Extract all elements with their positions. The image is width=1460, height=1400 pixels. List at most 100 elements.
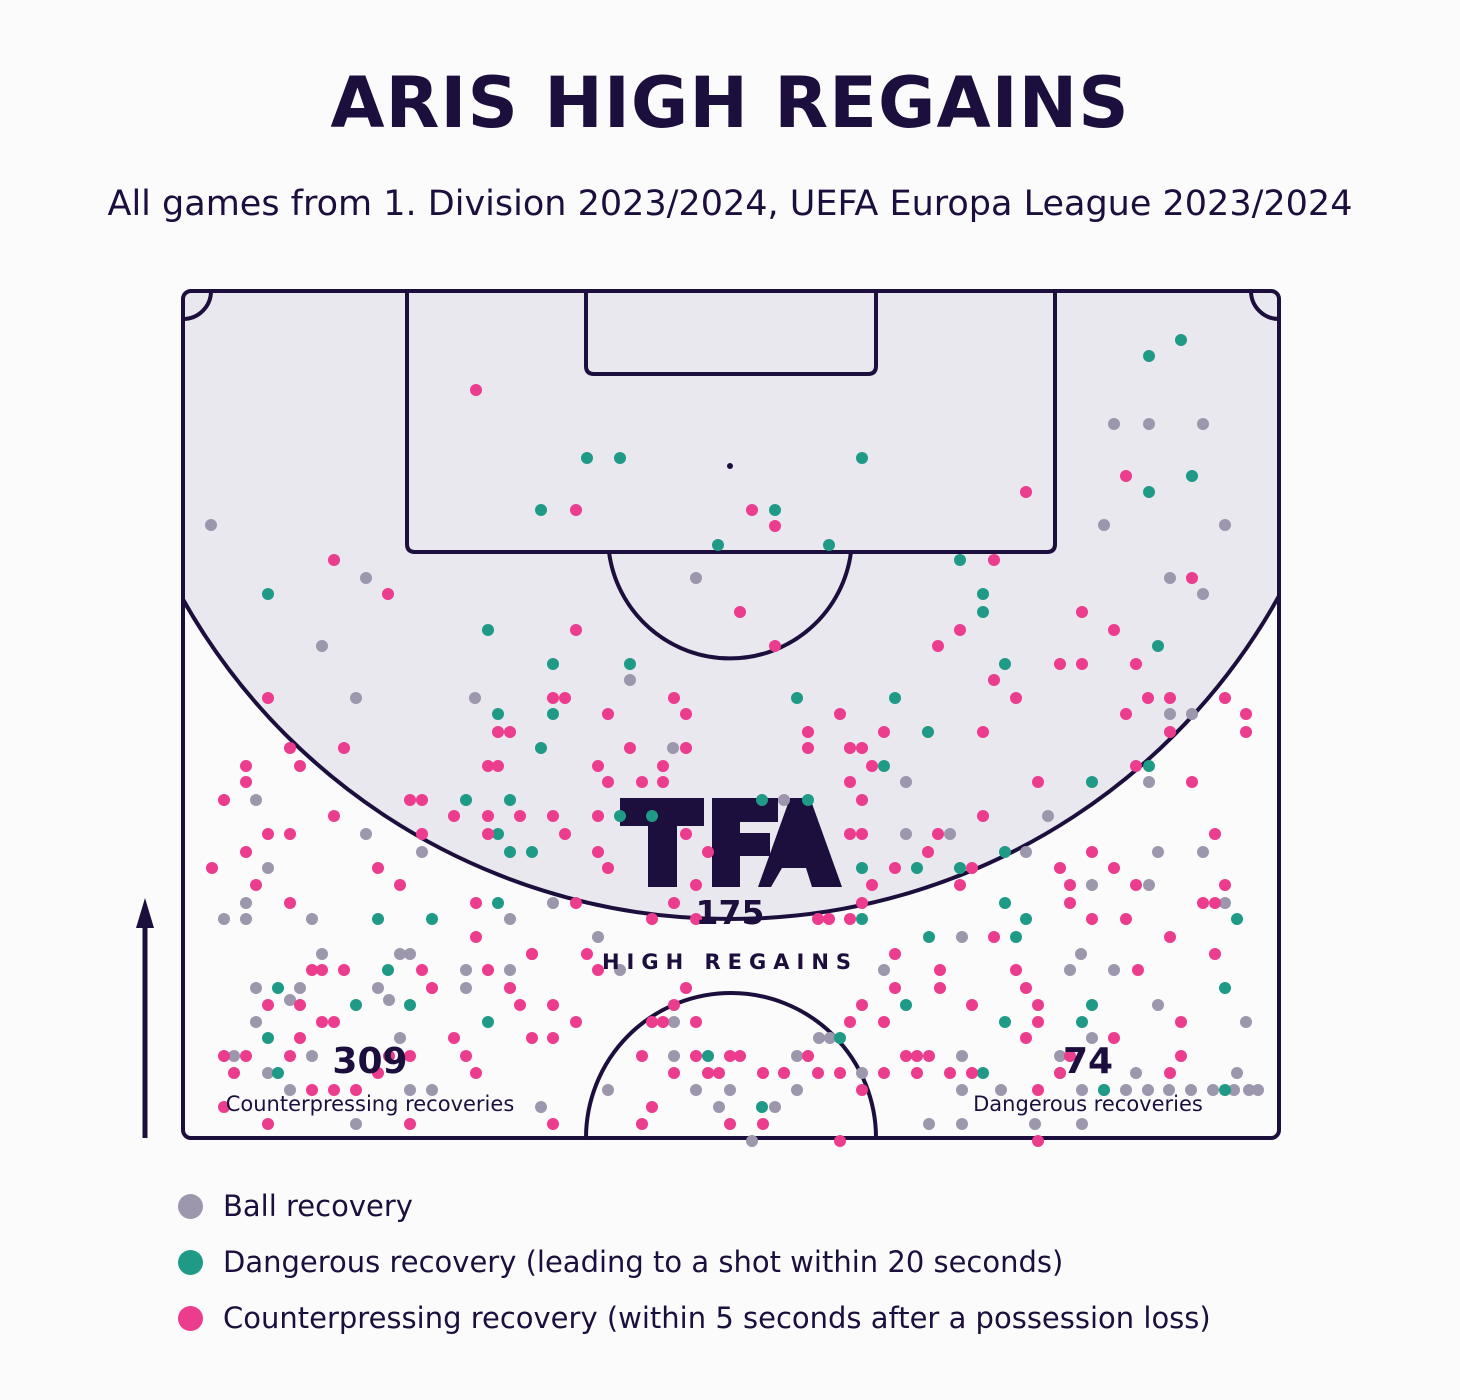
ball-recovery-point (1164, 708, 1176, 720)
high-regain-zone-outline (183, 291, 1279, 921)
counterpressing-recovery-point (680, 708, 692, 720)
counterpressing-recovery-point (262, 828, 274, 840)
counterpressing-recovery-point (944, 1067, 956, 1079)
ball-recovery-point (262, 1067, 274, 1079)
counterpressing-recovery-point (1219, 692, 1231, 704)
dangerous-recovery-point (581, 452, 593, 464)
ball-recovery-point (284, 1084, 296, 1096)
counterpressing-recovery-point (823, 913, 835, 925)
counterpressing-recovery-point (680, 828, 692, 840)
ball-recovery-point (469, 692, 481, 704)
counterpressing-recovery-point (547, 1032, 559, 1044)
counterpressing-recovery-point (1240, 726, 1252, 738)
counterpressing-recovery-point (1219, 879, 1231, 891)
counterpressing-recovery-point (559, 828, 571, 840)
ball-recovery-point (250, 982, 262, 994)
counterpressing-recovery-point (668, 999, 680, 1011)
counterpressing-recovery-point (802, 726, 814, 738)
ball-recovery-point (614, 964, 626, 976)
counterpressing-recovery-point (646, 913, 658, 925)
ball-recovery-point (460, 964, 472, 976)
counterpressing-recovery-point (514, 999, 526, 1011)
counterpressing-recovery-point (1086, 846, 1098, 858)
counterpressing-recovery-point (602, 708, 614, 720)
dangerous-recovery-point (977, 1067, 989, 1079)
ball-recovery-point (1076, 1084, 1088, 1096)
counterpressing-recovery-point (294, 760, 306, 772)
counterpressing-recovery-point (856, 1084, 868, 1096)
counterpressing-recovery-point (769, 520, 781, 532)
counterpressing-recovery-point (470, 931, 482, 943)
recovery-points (205, 334, 1264, 1147)
ball-recovery-point (1020, 846, 1032, 858)
dangerous-recovery-point (1186, 470, 1198, 482)
ball-recovery-point (1143, 879, 1155, 891)
ball-recovery-point (956, 1050, 968, 1062)
counterpressing-recovery-point (1086, 913, 1098, 925)
counterpressing-recovery-point (1010, 692, 1022, 704)
counterpressing-recovery-point (680, 982, 692, 994)
ball-recovery-point (1186, 708, 1198, 720)
counterpressing-recovery-point (769, 640, 781, 652)
ball-recovery-point (1197, 588, 1209, 600)
counterpressing-recovery-point (624, 742, 636, 754)
dangerous-recovery-point (547, 708, 559, 720)
counterpressing-recovery-point (1175, 1050, 1187, 1062)
pitch-outline (181, 289, 1281, 1140)
counterpressing-recovery-point (1054, 862, 1066, 874)
corner-arc-right (1249, 290, 1280, 321)
ball-recovery-point (1163, 1084, 1175, 1096)
ball-recovery-point (995, 1084, 1007, 1096)
counterpressing-recovery-point (988, 674, 1000, 686)
dangerous-recovery-point (702, 1050, 714, 1062)
dangerous-recovery-point (856, 452, 868, 464)
dangerous-recovery-point (646, 810, 658, 822)
counterpressing-recovery-point (570, 897, 582, 909)
ball-recovery-point (383, 994, 395, 1006)
dangerous-recovery-point (614, 810, 626, 822)
ball-recovery-point (769, 1101, 781, 1113)
counterpressing-recovery-point (1164, 726, 1176, 738)
counterpressing-recovery-point (690, 1016, 702, 1028)
dangerous-recovery-point (1143, 486, 1155, 498)
counterpressing-recovery-point (1164, 1067, 1176, 1079)
legend-item-ball: Ball recovery (178, 1178, 1211, 1234)
counterpressing-recovery-point (878, 1067, 890, 1079)
counterpressing-recovery-point (1108, 1032, 1120, 1044)
counterpressing-recovery-point (1130, 658, 1142, 670)
dangerous-recovery-point (262, 588, 274, 600)
ball-recovery-point (856, 1067, 868, 1079)
counterpressing-label: Counterpressing recoveries (226, 1092, 515, 1116)
counterpressing-recovery-point (547, 999, 559, 1011)
ball-recovery-point (1075, 948, 1087, 960)
counterpressing-recovery-point (1054, 1067, 1066, 1079)
dangerous-recovery-point (1086, 776, 1098, 788)
ball-recovery-point (1243, 1084, 1255, 1096)
counterpressing-recovery-point (778, 1067, 790, 1079)
ball-recovery-point (690, 1084, 702, 1096)
corner-arc-left (182, 290, 213, 321)
ball-recovery-point (1130, 1067, 1142, 1079)
dangerous-recovery-dot-icon (178, 1249, 203, 1275)
dangerous-recovery-point (769, 504, 781, 516)
counterpressing-recovery-point (1209, 948, 1221, 960)
counterpressing-recovery-point (294, 1032, 306, 1044)
counterpressing-recovery-point (482, 810, 494, 822)
counterpressing-recovery-point (932, 828, 944, 840)
counterpressing-recovery-point (1142, 692, 1154, 704)
counterpressing-recovery-point (547, 810, 559, 822)
ball-recovery-point (350, 1118, 362, 1130)
counterpressing-recovery-point (262, 999, 274, 1011)
ball-recovery-point (404, 1084, 416, 1096)
counterpressing-recovery-point (734, 1050, 746, 1062)
penalty-spot (727, 463, 733, 469)
dangerous-recovery-point (977, 588, 989, 600)
counterpressing-recovery-point (240, 776, 252, 788)
counterpressing-recovery-point (581, 948, 593, 960)
counterpressing-recovery-point (922, 846, 934, 858)
ball-recovery-point (1029, 1118, 1041, 1130)
counterpressing-recovery-point (306, 1084, 318, 1096)
ball-recovery-point (504, 913, 516, 925)
ball-recovery-point (350, 692, 362, 704)
